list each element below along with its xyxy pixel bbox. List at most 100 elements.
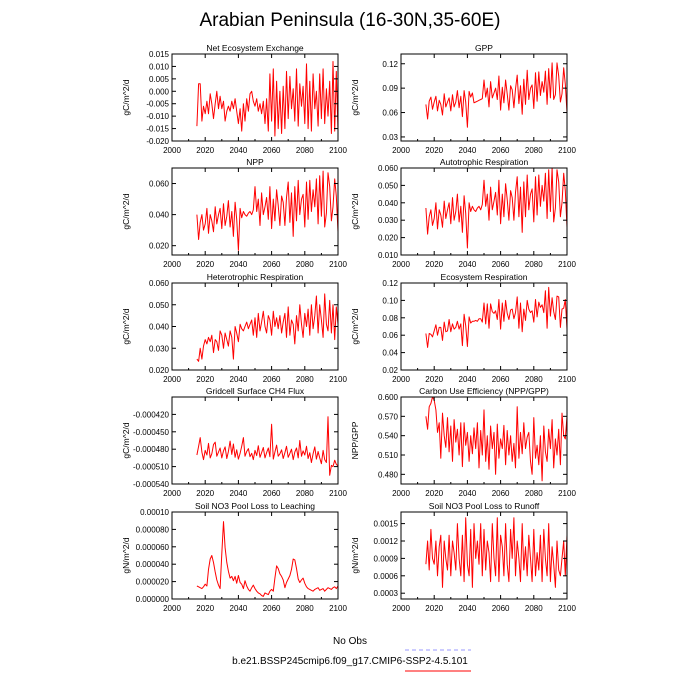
y-tick-label-no3leach: 0.000080: [136, 525, 170, 534]
y-tick-label-no3leach: 0.000060: [136, 543, 170, 552]
x-tick-label-no3leach: 2020: [196, 604, 214, 613]
x-tick-label-no3runoff: 2020: [425, 604, 443, 613]
y-axis-label-gpp: gC/m^2/d: [350, 79, 360, 115]
panel-title-ch4: Gridcell Surface CH4 Flux: [206, 386, 305, 396]
series-line-no3runoff: [425, 517, 568, 588]
y-tick-label-er: 0.06: [382, 331, 398, 340]
plot-frame-no3runoff: [400, 511, 568, 600]
plot-frame-er: [400, 282, 568, 371]
plot-frame-ch4: [171, 396, 339, 485]
panel-title-no3runoff: Soil NO3 Pool Loss to Runoff: [429, 501, 540, 511]
y-tick-label-ch4: -0.000540: [133, 480, 170, 489]
x-tick-label-npp: 2100: [329, 260, 347, 269]
x-tick-label-hr: 2080: [296, 375, 314, 384]
y-tick-label-er: 0.10: [382, 296, 398, 305]
y-axis-label-ch4: gC/m^2/d: [121, 422, 131, 458]
y-tick-label-cue: 0.570: [378, 412, 399, 421]
panel-title-hr: Heterotrophic Respiration: [207, 272, 304, 282]
y-tick-label-gpp: 0.12: [382, 60, 398, 69]
legend-model-label: b.e21.BSSP245cmip6.f09_g17.CMIP6-SSP2-4.…: [232, 656, 468, 667]
x-tick-label-ch4: 2080: [296, 489, 314, 498]
y-tick-label-no3runoff: 0.0012: [374, 537, 399, 546]
panel-gpp: 2000 2020 2040 2060 2080 2100 0.03 0.06 0.09 0.12…: [350, 43, 576, 155]
x-tick-label-no3runoff: 2000: [392, 604, 410, 613]
panel-title-npp: NPP: [246, 157, 264, 167]
y-axis-label-no3runoff: gN/m^2/d: [350, 537, 360, 573]
x-tick-label-nee: 2020: [196, 146, 214, 155]
x-tick-label-nee: 2060: [263, 146, 281, 155]
x-tick-label-gpp: 2020: [425, 146, 443, 155]
y-tick-label-er: 0.08: [382, 314, 398, 323]
y-tick-label-ch4: -0.000420: [133, 410, 170, 419]
x-tick-label-er: 2060: [492, 375, 510, 384]
x-tick-label-cue: 2100: [558, 489, 576, 498]
y-tick-label-npp: 0.060: [149, 180, 170, 189]
x-tick-label-er: 2100: [558, 375, 576, 384]
series-line-cue: [425, 396, 568, 482]
y-tick-label-ar: 0.040: [378, 199, 399, 208]
series-line-npp: [196, 170, 339, 251]
y-tick-label-nee: 0.000: [149, 87, 170, 96]
y-tick-label-npp: 0.040: [149, 211, 170, 220]
y-tick-label-er: 0.04: [382, 349, 398, 358]
y-tick-label-nee: -0.020: [146, 137, 169, 146]
x-tick-label-no3leach: 2000: [163, 604, 181, 613]
x-tick-label-gpp: 2080: [525, 146, 543, 155]
y-tick-label-hr: 0.050: [149, 301, 170, 310]
x-tick-label-nee: 2100: [329, 146, 347, 155]
y-tick-label-ar: 0.010: [378, 251, 399, 260]
panel-npp: 2000 2020 2040 2060 2080 2100 0.020 0.040 0.060 N…: [121, 157, 347, 269]
x-tick-label-hr: 2020: [196, 375, 214, 384]
x-tick-label-no3runoff: 2100: [558, 604, 576, 613]
y-axis-label-no3leach: gN/m^2/d: [121, 537, 131, 573]
y-tick-label-no3leach: 0.000000: [136, 595, 170, 604]
y-tick-label-no3leach: 0.00010: [140, 508, 169, 517]
panel-title-ar: Autotrophic Respiration: [440, 157, 529, 167]
plot-frame-nee: [171, 53, 339, 142]
x-tick-label-ar: 2040: [459, 260, 477, 269]
panel-cue: 2000 2020 2040 2060 2080 2100 0.480 0.510 0.540 0…: [350, 386, 576, 498]
x-tick-label-no3runoff: 2060: [492, 604, 510, 613]
x-tick-label-npp: 2060: [263, 260, 281, 269]
x-tick-label-hr: 2000: [163, 375, 181, 384]
y-tick-label-no3runoff: 0.0006: [374, 572, 399, 581]
panel-title-cue: Carbon Use Efficiency (NPP/GPP): [419, 386, 549, 396]
series-line-ar: [425, 167, 568, 249]
series-line-hr: [196, 293, 339, 362]
series-line-ch4: [196, 416, 339, 476]
x-tick-label-npp: 2020: [196, 260, 214, 269]
plot-frame-npp: [171, 167, 339, 256]
x-tick-label-no3runoff: 2040: [459, 604, 477, 613]
panel-title-no3leach: Soil NO3 Pool Loss to Leaching: [195, 501, 315, 511]
y-tick-label-hr: 0.030: [149, 344, 170, 353]
y-axis-label-npp: gC/m^2/d: [121, 193, 131, 229]
y-tick-label-gpp: 0.03: [382, 133, 398, 142]
x-tick-label-gpp: 2000: [392, 146, 410, 155]
y-tick-label-ch4: -0.000510: [133, 463, 170, 472]
x-tick-label-ar: 2020: [425, 260, 443, 269]
x-tick-label-cue: 2080: [525, 489, 543, 498]
y-tick-label-nee: -0.010: [146, 112, 169, 121]
x-tick-label-ch4: 2060: [263, 489, 281, 498]
legend-obs-label: No Obs: [333, 636, 367, 647]
y-tick-label-nee: -0.015: [146, 125, 169, 134]
panel-er: 2000 2020 2040 2060 2080 2100 0.02 0.04 0.06 0.08…: [350, 272, 576, 384]
x-tick-label-ar: 2060: [492, 260, 510, 269]
y-tick-label-ar: 0.060: [378, 164, 399, 173]
x-tick-label-cue: 2060: [492, 489, 510, 498]
y-tick-label-ar: 0.030: [378, 216, 399, 225]
x-tick-label-er: 2020: [425, 375, 443, 384]
y-tick-label-cue: 0.480: [378, 470, 399, 479]
y-tick-label-ar: 0.020: [378, 234, 399, 243]
x-tick-label-npp: 2000: [163, 260, 181, 269]
series-line-er: [425, 286, 568, 348]
panel-title-er: Ecosystem Respiration: [441, 272, 528, 282]
panel-title-nee: Net Ecosystem Exchange: [206, 43, 304, 53]
y-tick-label-nee: 0.010: [149, 62, 170, 71]
y-tick-label-ar: 0.050: [378, 181, 399, 190]
y-axis-label-cue: NPP/GPP: [350, 421, 360, 459]
y-tick-label-nee: 0.015: [149, 50, 170, 59]
x-tick-label-npp: 2080: [296, 260, 314, 269]
y-tick-label-cue: 0.510: [378, 451, 399, 460]
